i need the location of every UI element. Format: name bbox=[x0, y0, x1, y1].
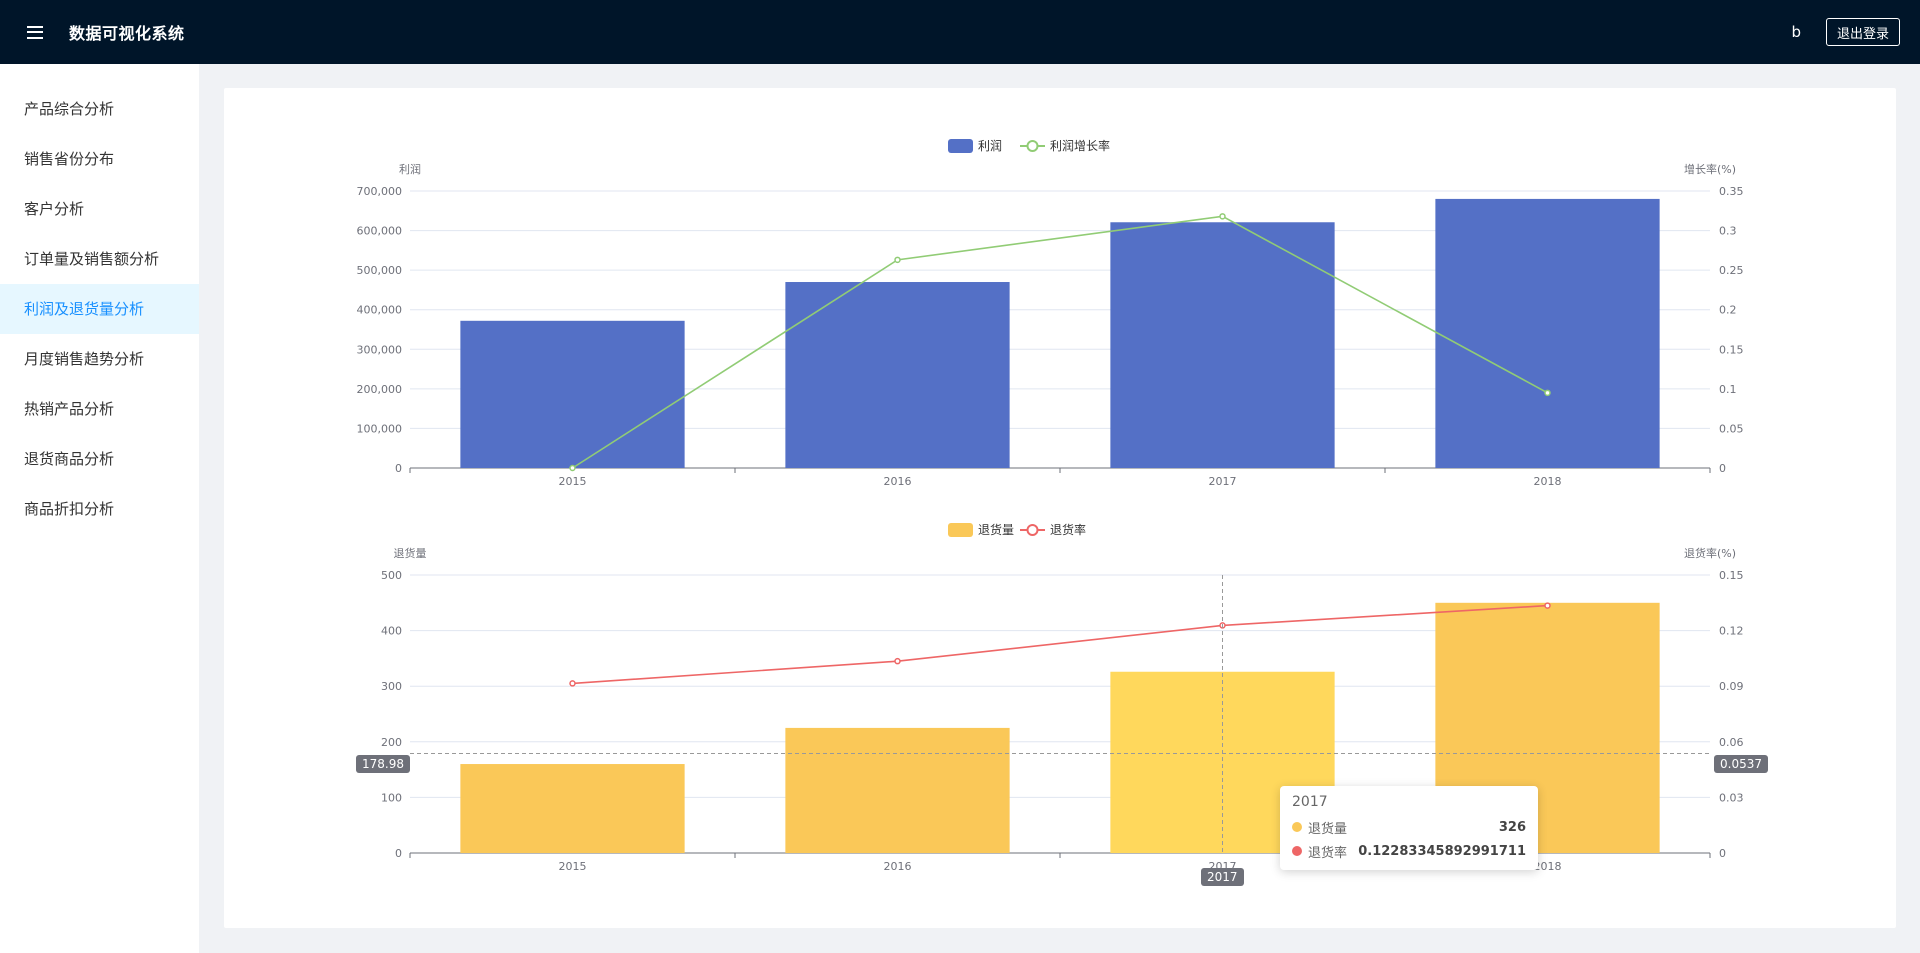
y-tick-label: 600,000 bbox=[357, 225, 403, 238]
bar bbox=[1435, 198, 1660, 468]
y-right-axis-name: 增长率(%) bbox=[1684, 162, 1736, 176]
x-tick-label: 2018 bbox=[1534, 860, 1562, 873]
y-tick-label: 0 bbox=[395, 847, 402, 860]
sidebar-item-orders-sales[interactable]: 订单量及销售额分析 bbox=[24, 250, 160, 268]
returns-dot-icon bbox=[1292, 822, 1302, 832]
y-right-axis-name: 退货率(%) bbox=[1684, 546, 1736, 560]
bar bbox=[460, 320, 685, 468]
line-point bbox=[1544, 602, 1551, 609]
y-axis-name: 利润 bbox=[399, 162, 421, 176]
x-tick-label: 2015 bbox=[559, 860, 587, 873]
y-tick-label: 700,000 bbox=[357, 185, 403, 198]
returns-chart[interactable]: 0 100 200 300 400 500 0 0.03 0.06 0.09 0.12 0.15 退货量… bbox=[224, 518, 1896, 928]
tooltip-title: 2017 bbox=[1292, 794, 1328, 810]
line-point bbox=[569, 680, 576, 687]
chart-tooltip: 2017 退货量 326 退货率 0.12283345892991711 bbox=[1280, 786, 1538, 870]
legend: 退货量 退货率 bbox=[948, 522, 1086, 537]
tooltip-row-name: 退货率 bbox=[1308, 845, 1348, 861]
menu-toggle-button[interactable] bbox=[18, 17, 52, 47]
y-right-tick-label: 0 bbox=[1719, 847, 1726, 860]
y-right-tick-label: 0.09 bbox=[1719, 680, 1744, 693]
y-right-tick-label: 0.06 bbox=[1719, 736, 1744, 749]
y-right-tick-label: 0.05 bbox=[1719, 422, 1744, 435]
y-axis-name: 退货量 bbox=[394, 546, 427, 560]
y-tick-label: 300,000 bbox=[357, 343, 403, 356]
y-tick-label: 100,000 bbox=[357, 422, 403, 435]
y-tick-label: 100 bbox=[381, 791, 402, 804]
line-point bbox=[1544, 389, 1551, 397]
legend-line-icon bbox=[1026, 524, 1039, 536]
y-tick-label: 400 bbox=[381, 625, 402, 638]
content-card: 0 100,000 200,000 300,000 400,000 500,000 600,… bbox=[224, 88, 1896, 928]
y-tick-label: 400,000 bbox=[357, 304, 403, 317]
axis-pointer-x-label: 2017 bbox=[1201, 868, 1244, 886]
user-area: b 退出登录 bbox=[1791, 18, 1900, 46]
legend-bar-icon bbox=[948, 523, 973, 537]
return-rate-dot-icon bbox=[1292, 846, 1302, 856]
y-tick-label: 500 bbox=[381, 569, 402, 582]
y-tick-label: 200,000 bbox=[357, 383, 403, 396]
sidebar-item-discount-analysis[interactable]: 商品折扣分析 bbox=[24, 500, 115, 518]
legend-line-icon bbox=[1026, 140, 1039, 152]
y-right-tick-label: 0.35 bbox=[1719, 185, 1744, 198]
y-right-tick-label: 0.1 bbox=[1719, 383, 1737, 396]
legend-bar-icon bbox=[948, 139, 973, 153]
x-tick-label: 2018 bbox=[1534, 475, 1562, 488]
logout-button[interactable]: 退出登录 bbox=[1825, 18, 1900, 46]
x-tick-label: 2015 bbox=[559, 475, 587, 488]
sidebar-item-monthly-trend[interactable]: 月度销售趋势分析 bbox=[24, 350, 145, 368]
legend-label: 退货率 bbox=[1050, 522, 1086, 537]
line-point bbox=[894, 256, 901, 264]
line-point bbox=[894, 657, 901, 665]
y-right-tick-label: 0.12 bbox=[1719, 625, 1744, 638]
x-tick-label: 2017 bbox=[1209, 475, 1237, 488]
legend-label: 利润 bbox=[978, 139, 1002, 153]
hamburger-icon bbox=[27, 25, 43, 39]
y-tick-label: 300 bbox=[381, 680, 402, 693]
y-right-tick-label: 0.03 bbox=[1719, 791, 1744, 804]
tooltip-row-name: 退货量 bbox=[1308, 821, 1348, 837]
line-series bbox=[572, 215, 1548, 469]
legend: 利润 利润增长率 bbox=[948, 138, 1110, 153]
y-tick-label: 500,000 bbox=[357, 264, 403, 277]
sidebar-item-returned-goods[interactable]: 退货商品分析 bbox=[24, 450, 115, 468]
sidebar-item-profit-returns[interactable]: 利润及退货量分析 bbox=[0, 284, 199, 334]
bar bbox=[460, 764, 685, 853]
line-point bbox=[1219, 213, 1226, 220]
profit-chart[interactable]: 0 100,000 200,000 300,000 400,000 500,000 600,… bbox=[224, 88, 1896, 508]
y-right-tick-label: 0.25 bbox=[1719, 264, 1744, 277]
line-point bbox=[569, 464, 576, 472]
sidebar-item-product-analysis[interactable]: 产品综合分析 bbox=[24, 100, 115, 118]
x-tick-label: 2016 bbox=[884, 860, 912, 873]
bar bbox=[785, 727, 1010, 853]
top-header: 数据可视化系统 b 退出登录 bbox=[0, 0, 1920, 64]
axis-pointer-y-left-label: 178.98 bbox=[356, 755, 410, 773]
y-tick-label: 0 bbox=[395, 462, 402, 475]
app-title: 数据可视化系统 bbox=[69, 24, 185, 43]
y-right-tick-label: 0 bbox=[1719, 462, 1726, 475]
axis-pointer-y-right-label: 0.0537 bbox=[1714, 755, 1768, 773]
sidebar-item-hot-products[interactable]: 热销产品分析 bbox=[24, 400, 115, 418]
y-right-tick-label: 0.2 bbox=[1719, 304, 1737, 317]
bar bbox=[785, 282, 1010, 468]
y-right-tick-label: 0.15 bbox=[1719, 343, 1744, 356]
legend-label: 利润增长率 bbox=[1050, 138, 1110, 153]
sidebar-item-customer-analysis[interactable]: 客户分析 bbox=[24, 200, 85, 218]
sidebar: 产品综合分析 销售省份分布 客户分析 订单量及销售额分析 利润及退货量分析 月度… bbox=[0, 64, 199, 953]
line-series bbox=[572, 604, 1548, 685]
user-name: b bbox=[1791, 23, 1801, 41]
y-tick-label: 200 bbox=[381, 736, 402, 749]
legend-label: 退货量 bbox=[978, 522, 1014, 537]
y-right-tick-label: 0.15 bbox=[1719, 569, 1744, 582]
y-right-tick-label: 0.3 bbox=[1719, 225, 1737, 238]
x-tick-label: 2016 bbox=[884, 475, 912, 488]
tooltip-row: 退货量 326 bbox=[1292, 815, 1526, 839]
bar bbox=[1110, 222, 1335, 468]
sidebar-item-province-distribution[interactable]: 销售省份分布 bbox=[24, 150, 115, 168]
tooltip-row-value: 0.12283345892991711 bbox=[1358, 843, 1526, 859]
tooltip-row: 退货率 0.12283345892991711 bbox=[1292, 839, 1526, 863]
tooltip-row-value: 326 bbox=[1498, 819, 1526, 835]
